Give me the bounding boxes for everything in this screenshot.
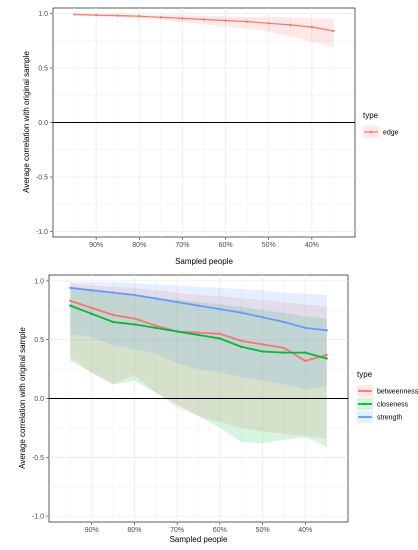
data-point-strength [261,316,264,319]
y-tick-label: -0.5 [36,175,48,182]
ribbon-closeness [70,286,327,447]
data-point-closeness [304,351,307,354]
data-point-betweenness [325,353,328,357]
data-point-closeness [197,333,200,337]
data-point-edge [116,14,119,17]
legend: type edge [363,111,399,138]
data-point-edge [202,18,206,21]
x-tick-label: 80% [127,527,141,534]
chart-panel-1: 1.0 0.5 0.0 -0.5 -1.0 90% 80% 70% 60% 50% 40% Sampl… [22,7,399,266]
data-point-betweenness [282,346,286,350]
chart-panel-2: 1.0 0.5 0.0 -0.5 -1.0 90% 80% 70% 60% 50% 40% Sampl… [18,274,418,544]
y-tick-label: -1.0 [36,229,48,236]
data-point-closeness [69,304,72,307]
data-point-closeness [90,312,93,316]
data-point-strength [218,307,222,311]
data-point-edge [181,17,184,20]
x-tick-label: 70% [175,242,189,249]
data-point-betweenness [197,331,200,334]
data-point-closeness [154,326,157,330]
legend-title: type [357,370,373,379]
data-point-edge [94,13,98,17]
legend-label-betweenness: betweenness [377,389,418,396]
y-tick-label: 1.0 [34,278,44,285]
x-axis-title: Sampled people [170,535,228,544]
data-point-betweenness [304,359,307,363]
data-point-betweenness [69,299,72,303]
data-point-betweenness [111,313,115,317]
legend-key-point-strength [363,415,367,419]
x-tick-label: 40% [305,242,319,249]
data-point-closeness [133,323,136,326]
data-point-betweenness [154,324,157,327]
legend-label-edge: edge [383,130,399,137]
data-point-strength [240,311,243,314]
data-point-strength [175,300,179,304]
legend-title: type [363,111,379,120]
y-tick-label: 0.5 [38,65,48,72]
data-point-betweenness [133,317,136,320]
legend-label-strength: strength [377,415,402,422]
data-point-betweenness [218,332,222,336]
y-axis-title: Average correlation with original sample [18,327,27,469]
data-point-betweenness [240,339,243,343]
data-point-closeness [175,330,179,333]
data-point-closeness [282,351,286,354]
ribbon-betweenness [70,283,327,439]
data-point-betweenness [90,306,93,310]
y-tick-label: 1.0 [38,11,48,18]
x-axis-title: Sampled people [175,257,233,266]
y-tick-label: 0.0 [34,396,44,403]
legend-key-point-edge [369,130,373,134]
data-point-strength [197,304,200,307]
data-point-edge [289,23,292,27]
data-point-edge [267,22,270,25]
data-point-strength [154,297,157,300]
data-point-edge [73,13,76,16]
y-axis-title: Average correlation with original sample [22,51,31,193]
legend-label-closeness: closeness [377,402,409,409]
data-point-strength [304,326,307,330]
data-point-edge [245,20,249,23]
data-point-edge [224,19,227,22]
data-point-edge [310,25,314,29]
legend-key-point-closeness [363,402,367,406]
y-tick-label: 0.5 [34,337,44,344]
x-tick-label: 70% [170,527,184,534]
data-point-betweenness [261,343,264,346]
data-point-strength [133,293,136,297]
data-point-closeness [261,350,264,353]
data-point-strength [111,291,115,294]
x-tick-label: 80% [132,242,146,249]
y-tick-label: -1.0 [32,514,44,521]
data-point-strength [325,329,328,332]
legend: type betweenness closeness strength [357,370,418,423]
x-tick-label: 90% [85,527,99,534]
y-tick-label: 0.0 [38,120,48,127]
x-tick-label: 60% [219,242,233,249]
data-point-closeness [240,345,243,348]
x-tick-label: 60% [213,527,227,534]
y-tick-label: -0.5 [32,455,44,462]
data-point-edge [332,29,335,33]
data-point-strength [282,320,286,324]
data-point-strength [90,289,93,292]
data-point-closeness [218,337,222,340]
data-point-closeness [325,357,328,360]
x-tick-label: 50% [256,527,270,534]
x-tick-label: 50% [262,242,276,249]
data-point-closeness [111,320,115,324]
data-point-edge [159,16,163,19]
legend-key-point-betweenness [363,389,367,393]
data-point-strength [69,286,72,290]
data-point-edge [138,14,141,18]
x-tick-label: 90% [89,242,103,249]
x-tick-label: 40% [298,527,312,534]
